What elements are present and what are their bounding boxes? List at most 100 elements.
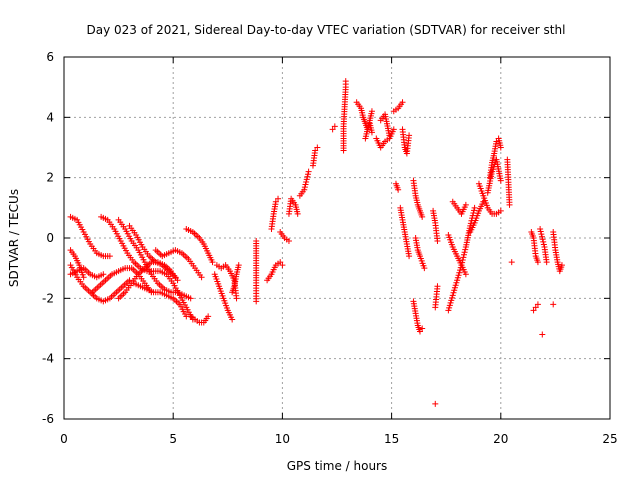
data-point [275,195,282,202]
x-axis-label: GPS time / hours [287,459,388,473]
grid-layer [64,57,610,419]
data-point [174,277,181,284]
chart-title: Day 023 of 2021, Sidereal Day-to-day VTE… [87,23,566,37]
x-tick-label: 5 [169,432,177,446]
data-point [458,262,465,269]
data-point [304,171,311,178]
data-point [462,201,469,208]
data-point [304,173,311,180]
data-point [434,238,441,245]
x-tick-label: 15 [384,432,399,446]
x-tick-label: 20 [493,432,508,446]
data-point [539,331,546,338]
data-point [272,198,279,205]
data-point [534,301,541,308]
data-point [235,262,242,269]
data-point [80,274,87,281]
data-point [506,201,513,208]
data-point [454,277,461,284]
data-point [445,307,452,314]
data-point [537,225,544,232]
data-point [312,147,319,154]
data-point [459,256,466,263]
data-layer [67,78,565,407]
data-point [406,132,413,139]
data-point [205,313,212,320]
data-point [303,176,310,183]
data-point [454,274,461,281]
data-point [462,246,469,253]
y-tick-label: -6 [42,412,54,426]
data-point [455,272,462,279]
data-point [305,168,312,175]
data-point [451,287,458,294]
data-point [126,277,133,284]
data-point [395,186,402,193]
data-point [198,274,205,281]
data-point [540,241,547,248]
data-point [421,265,428,272]
data-point [543,259,550,266]
data-point [471,204,478,211]
data-point [368,108,375,115]
data-point [550,301,557,308]
data-point [301,184,308,191]
x-tick-label: 0 [60,432,68,446]
data-point [460,254,467,261]
data-point [279,262,286,269]
y-tick-label: -4 [42,352,54,366]
y-tick-label: 0 [46,231,54,245]
data-point [461,249,468,256]
tick-layer: 0 5 10 15 20 25 -6 -4 -2 0 2 4 6 [42,50,618,446]
data-point [530,307,537,314]
data-point [314,144,321,151]
data-point [450,289,457,296]
data-point [233,295,240,302]
data-point [497,207,504,214]
y-tick-label: -2 [42,291,54,305]
data-point [303,178,310,185]
data-point [285,238,292,245]
data-point [453,279,460,286]
data-point [342,78,349,85]
data-point [558,262,565,269]
data-point [447,299,454,306]
data-point [449,294,456,301]
data-point [540,238,547,245]
data-point [462,271,469,278]
data-point [432,400,439,407]
y-tick-label: 6 [46,50,54,64]
data-point [457,264,464,271]
data-point [456,269,463,276]
x-tick-label: 10 [275,432,290,446]
data-point [386,132,393,139]
x-tick-label: 25 [602,432,617,446]
data-point [368,129,375,136]
data-point [460,251,467,258]
data-point [538,233,545,240]
data-point [329,126,336,133]
data-point [253,298,260,305]
data-point [302,181,309,188]
data-point [390,126,397,133]
data-point [294,210,301,217]
data-point [497,144,504,151]
data-point [209,259,216,266]
data-point [301,186,308,193]
data-point [459,259,466,266]
series-points [67,78,565,407]
data-point [100,271,107,278]
data-point [493,138,500,145]
y-tick-label: 2 [46,171,54,185]
data-point [331,123,338,130]
data-point [534,259,541,266]
data-point [277,259,284,266]
data-point [419,213,426,220]
data-point [446,304,453,311]
data-point [497,177,504,184]
data-point [448,297,455,304]
data-point [172,274,179,281]
data-point [106,253,113,260]
